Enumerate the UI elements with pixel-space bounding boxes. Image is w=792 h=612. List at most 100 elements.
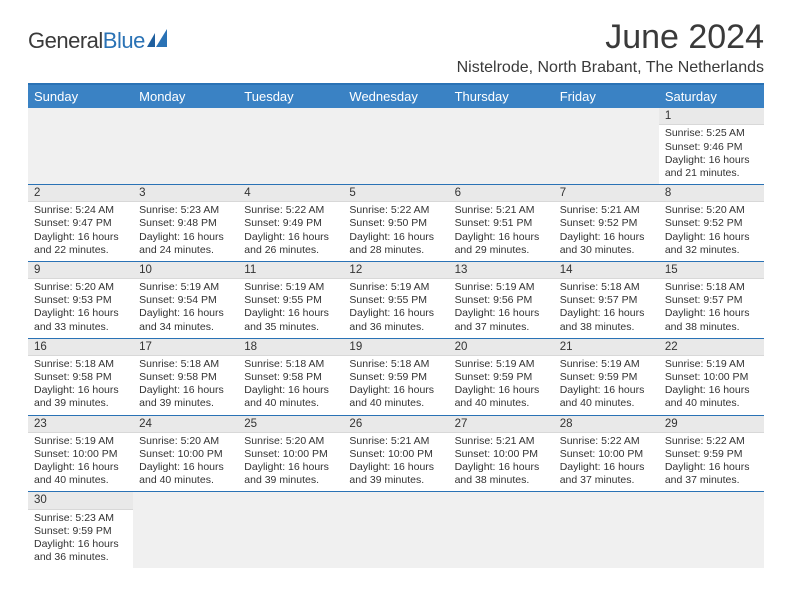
day-number: 25 <box>238 416 343 433</box>
day-details: Sunrise: 5:20 AMSunset: 9:52 PMDaylight:… <box>659 202 764 261</box>
calendar-day-cell: 1Sunrise: 5:25 AMSunset: 9:46 PMDaylight… <box>659 108 764 184</box>
calendar-day-cell: 24Sunrise: 5:20 AMSunset: 10:00 PMDaylig… <box>133 416 238 492</box>
weekday-header: Thursday <box>449 85 554 108</box>
calendar-empty-cell <box>554 108 659 184</box>
month-title: June 2024 <box>457 18 764 57</box>
daylight-text: Daylight: 16 hours and 39 minutes. <box>139 384 232 410</box>
daylight-text: Daylight: 16 hours and 40 minutes. <box>139 461 232 487</box>
sunrise-text: Sunrise: 5:20 AM <box>139 435 232 448</box>
sunset-text: Sunset: 9:56 PM <box>455 294 548 307</box>
logo-word1: General <box>28 28 103 53</box>
day-details: Sunrise: 5:18 AMSunset: 9:57 PMDaylight:… <box>659 279 764 338</box>
day-number: 28 <box>554 416 659 433</box>
sunset-text: Sunset: 9:50 PM <box>349 217 442 230</box>
sunrise-text: Sunrise: 5:19 AM <box>349 281 442 294</box>
weekday-header: Friday <box>554 85 659 108</box>
sunset-text: Sunset: 9:57 PM <box>560 294 653 307</box>
day-details: Sunrise: 5:21 AMSunset: 9:52 PMDaylight:… <box>554 202 659 261</box>
daylight-text: Daylight: 16 hours and 29 minutes. <box>455 231 548 257</box>
day-details: Sunrise: 5:25 AMSunset: 9:46 PMDaylight:… <box>659 125 764 184</box>
weekday-header: Monday <box>133 85 238 108</box>
day-details: Sunrise: 5:21 AMSunset: 9:51 PMDaylight:… <box>449 202 554 261</box>
day-number: 4 <box>238 185 343 202</box>
sunset-text: Sunset: 9:59 PM <box>665 448 758 461</box>
calendar-week-row: 2Sunrise: 5:24 AMSunset: 9:47 PMDaylight… <box>28 185 764 262</box>
sunset-text: Sunset: 9:57 PM <box>665 294 758 307</box>
sunset-text: Sunset: 9:52 PM <box>560 217 653 230</box>
day-details: Sunrise: 5:18 AMSunset: 9:59 PMDaylight:… <box>343 356 448 415</box>
sunrise-text: Sunrise: 5:21 AM <box>349 435 442 448</box>
sunrise-text: Sunrise: 5:20 AM <box>244 435 337 448</box>
sunrise-text: Sunrise: 5:19 AM <box>244 281 337 294</box>
day-details: Sunrise: 5:22 AMSunset: 9:49 PMDaylight:… <box>238 202 343 261</box>
sunrise-text: Sunrise: 5:18 AM <box>665 281 758 294</box>
daylight-text: Daylight: 16 hours and 32 minutes. <box>665 231 758 257</box>
calendar-empty-cell <box>133 492 238 568</box>
page-header: GeneralBlue June 2024 Nistelrode, North … <box>28 18 764 77</box>
day-details: Sunrise: 5:18 AMSunset: 9:58 PMDaylight:… <box>238 356 343 415</box>
sunrise-text: Sunrise: 5:18 AM <box>560 281 653 294</box>
day-number: 18 <box>238 339 343 356</box>
daylight-text: Daylight: 16 hours and 37 minutes. <box>665 461 758 487</box>
calendar-day-cell: 17Sunrise: 5:18 AMSunset: 9:58 PMDayligh… <box>133 339 238 415</box>
sunrise-text: Sunrise: 5:19 AM <box>455 358 548 371</box>
weekday-header-row: Sunday Monday Tuesday Wednesday Thursday… <box>28 85 764 108</box>
sunset-text: Sunset: 10:00 PM <box>34 448 127 461</box>
day-details: Sunrise: 5:22 AMSunset: 9:50 PMDaylight:… <box>343 202 448 261</box>
sunset-text: Sunset: 10:00 PM <box>455 448 548 461</box>
day-number: 2 <box>28 185 133 202</box>
day-number: 21 <box>554 339 659 356</box>
weekday-header: Tuesday <box>238 85 343 108</box>
sunset-text: Sunset: 9:59 PM <box>34 525 127 538</box>
calendar-day-cell: 20Sunrise: 5:19 AMSunset: 9:59 PMDayligh… <box>449 339 554 415</box>
day-details: Sunrise: 5:19 AMSunset: 9:55 PMDaylight:… <box>343 279 448 338</box>
sunrise-text: Sunrise: 5:20 AM <box>665 204 758 217</box>
sunrise-text: Sunrise: 5:23 AM <box>34 512 127 525</box>
calendar-day-cell: 9Sunrise: 5:20 AMSunset: 9:53 PMDaylight… <box>28 262 133 338</box>
day-number: 15 <box>659 262 764 279</box>
daylight-text: Daylight: 16 hours and 39 minutes. <box>34 384 127 410</box>
calendar-day-cell: 21Sunrise: 5:19 AMSunset: 9:59 PMDayligh… <box>554 339 659 415</box>
daylight-text: Daylight: 16 hours and 37 minutes. <box>560 461 653 487</box>
calendar-week-row: 16 Sunrise: 5:18 AMSunset: 9:58 PMDayligh… <box>28 339 764 416</box>
daylight-text: Daylight: 16 hours and 30 minutes. <box>560 231 653 257</box>
daylight-text: Daylight: 16 hours and 40 minutes. <box>244 384 337 410</box>
sunset-text: Sunset: 9:59 PM <box>349 371 442 384</box>
sunrise-text: Sunrise: 5:19 AM <box>665 358 758 371</box>
sunrise-text: Sunrise: 5:22 AM <box>665 435 758 448</box>
day-number: 1 <box>659 108 764 125</box>
daylight-text: Daylight: 16 hours and 22 minutes. <box>34 231 127 257</box>
calendar-day-cell: 23Sunrise: 5:19 AMSunset: 10:00 PMDaylig… <box>28 416 133 492</box>
sunset-text: Sunset: 9:52 PM <box>665 217 758 230</box>
day-details: Sunrise: 5:19 AMSunset: 9:59 PMDaylight:… <box>449 356 554 415</box>
daylight-text: Daylight: 16 hours and 38 minutes. <box>665 307 758 333</box>
sunset-text: Sunset: 9:51 PM <box>455 217 548 230</box>
daylight-text: Daylight: 16 hours and 37 minutes. <box>455 307 548 333</box>
calendar-empty-cell <box>343 492 448 568</box>
sunrise-text: Sunrise: 5:22 AM <box>349 204 442 217</box>
calendar-day-cell: 6Sunrise: 5:21 AMSunset: 9:51 PMDaylight… <box>449 185 554 261</box>
calendar-empty-cell <box>554 492 659 568</box>
daylight-text: Daylight: 16 hours and 36 minutes. <box>349 307 442 333</box>
sunset-text: Sunset: 10:00 PM <box>244 448 337 461</box>
day-details: Sunrise: 5:23 AMSunset: 9:59 PMDaylight:… <box>28 510 133 569</box>
daylight-text: Daylight: 16 hours and 39 minutes. <box>244 461 337 487</box>
daylight-text: Daylight: 16 hours and 21 minutes. <box>665 154 758 180</box>
sunset-text: Sunset: 10:00 PM <box>349 448 442 461</box>
day-details: Sunrise: 5:19 AMSunset: 9:56 PMDaylight:… <box>449 279 554 338</box>
day-number: 7 <box>554 185 659 202</box>
day-details: Sunrise: 5:22 AMSunset: 10:00 PMDaylight… <box>554 433 659 492</box>
daylight-text: Daylight: 16 hours and 40 minutes. <box>560 384 653 410</box>
calendar-empty-cell <box>238 492 343 568</box>
day-details: Sunrise: 5:20 AMSunset: 10:00 PMDaylight… <box>238 433 343 492</box>
sunrise-text: Sunrise: 5:18 AM <box>349 358 442 371</box>
day-number: 16 <box>28 339 133 356</box>
weeks-container: 1Sunrise: 5:25 AMSunset: 9:46 PMDaylight… <box>28 108 764 568</box>
daylight-text: Daylight: 16 hours and 24 minutes. <box>139 231 232 257</box>
day-number: 17 <box>133 339 238 356</box>
day-details: Sunrise: 5:24 AMSunset: 9:47 PMDaylight:… <box>28 202 133 261</box>
day-details: Sunrise: 5:19 AMSunset: 9:54 PMDaylight:… <box>133 279 238 338</box>
day-number: 5 <box>343 185 448 202</box>
day-details: Sunrise: 5:21 AMSunset: 10:00 PMDaylight… <box>449 433 554 492</box>
calendar-day-cell: 18Sunrise: 5:18 AMSunset: 9:58 PMDayligh… <box>238 339 343 415</box>
